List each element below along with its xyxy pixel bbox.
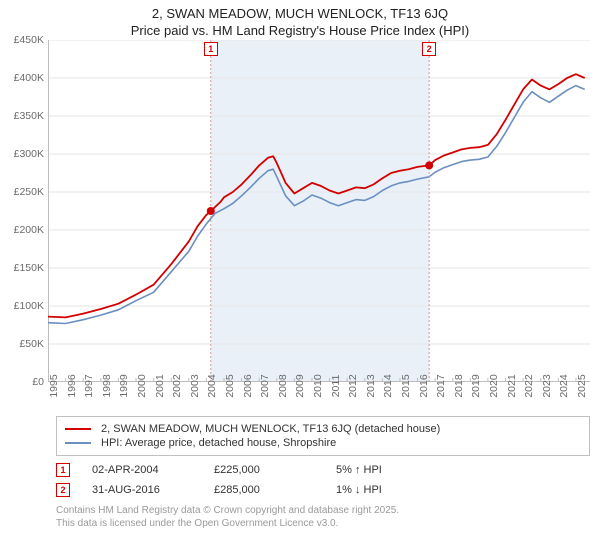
footnote: Contains HM Land Registry data © Crown c… bbox=[56, 504, 590, 530]
x-tick-label: 2019 bbox=[470, 374, 482, 397]
x-tick-label: 2011 bbox=[330, 375, 342, 398]
legend-row: 2, SWAN MEADOW, MUCH WENLOCK, TF13 6JQ (… bbox=[65, 422, 581, 436]
transaction-date: 02-APR-2004 bbox=[92, 464, 192, 476]
legend-label-property: 2, SWAN MEADOW, MUCH WENLOCK, TF13 6JQ (… bbox=[101, 423, 440, 435]
chart-area: £0£50K£100K£150K£200K£250K£300K£350K£400… bbox=[48, 40, 590, 410]
legend: 2, SWAN MEADOW, MUCH WENLOCK, TF13 6JQ (… bbox=[56, 416, 590, 456]
x-tick-label: 2001 bbox=[154, 374, 166, 397]
y-tick-label: £100K bbox=[14, 300, 44, 312]
x-tick-label: 2006 bbox=[242, 374, 254, 397]
transaction-price: £225,000 bbox=[214, 464, 314, 476]
transaction-row: 2 31-AUG-2016 £285,000 1% ↓ HPI bbox=[56, 480, 590, 500]
x-tick-label: 2024 bbox=[558, 374, 570, 397]
x-axis-labels: 1995199619971998199920002001200220032004… bbox=[48, 382, 590, 410]
x-tick-label: 2020 bbox=[488, 374, 500, 397]
y-tick-label: £350K bbox=[14, 110, 44, 122]
x-tick-label: 2005 bbox=[224, 374, 236, 397]
y-axis-labels: £0£50K£100K£150K£200K£250K£300K£350K£400… bbox=[0, 40, 46, 382]
legend-row: HPI: Average price, detached house, Shro… bbox=[65, 436, 581, 450]
chart-marker-2: 2 bbox=[422, 42, 436, 56]
footnote-line-2: This data is licensed under the Open Gov… bbox=[56, 517, 590, 530]
y-tick-label: £200K bbox=[14, 224, 44, 236]
transaction-date: 31-AUG-2016 bbox=[92, 484, 192, 496]
x-tick-label: 2010 bbox=[312, 374, 324, 397]
transaction-rows: 1 02-APR-2004 £225,000 5% ↑ HPI 2 31-AUG… bbox=[56, 460, 590, 500]
x-tick-label: 2009 bbox=[294, 374, 306, 397]
chart-marker-1: 1 bbox=[204, 42, 218, 56]
y-tick-label: £300K bbox=[14, 148, 44, 160]
transaction-row: 1 02-APR-2004 £225,000 5% ↑ HPI bbox=[56, 460, 590, 480]
x-tick-label: 2013 bbox=[365, 374, 377, 397]
plot-svg bbox=[48, 40, 590, 382]
x-tick-label: 2017 bbox=[435, 374, 447, 397]
footnote-line-1: Contains HM Land Registry data © Crown c… bbox=[56, 504, 590, 517]
transaction-hpi: 5% ↑ HPI bbox=[336, 464, 456, 476]
x-tick-label: 1995 bbox=[48, 374, 60, 397]
y-tick-label: £250K bbox=[14, 186, 44, 198]
x-tick-label: 2000 bbox=[136, 374, 148, 397]
x-tick-label: 2002 bbox=[171, 374, 183, 397]
x-tick-label: 2012 bbox=[347, 374, 359, 397]
transaction-marker-2: 2 bbox=[56, 483, 70, 497]
x-tick-label: 2018 bbox=[453, 374, 465, 397]
x-tick-label: 1997 bbox=[83, 374, 95, 397]
title-line-2: Price paid vs. HM Land Registry's House … bbox=[0, 23, 600, 38]
title-line-1: 2, SWAN MEADOW, MUCH WENLOCK, TF13 6JQ bbox=[0, 6, 600, 21]
transaction-marker-1: 1 bbox=[56, 463, 70, 477]
x-tick-label: 2015 bbox=[400, 374, 412, 397]
legend-swatch-hpi bbox=[65, 442, 91, 444]
y-tick-label: £50K bbox=[19, 338, 44, 350]
x-tick-label: 1998 bbox=[101, 374, 113, 397]
y-tick-label: £450K bbox=[14, 34, 44, 46]
x-tick-label: 1999 bbox=[118, 374, 130, 397]
x-tick-label: 2014 bbox=[382, 374, 394, 397]
transaction-price: £285,000 bbox=[214, 484, 314, 496]
y-tick-label: £150K bbox=[14, 262, 44, 274]
x-tick-label: 1996 bbox=[66, 374, 78, 397]
x-tick-label: 2007 bbox=[259, 374, 271, 397]
legend-label-hpi: HPI: Average price, detached house, Shro… bbox=[101, 437, 336, 449]
x-tick-label: 2021 bbox=[506, 374, 518, 397]
x-tick-label: 2025 bbox=[576, 374, 588, 397]
x-tick-label: 2022 bbox=[523, 374, 535, 397]
legend-swatch-property bbox=[65, 428, 91, 430]
x-tick-label: 2023 bbox=[541, 374, 553, 397]
transaction-hpi: 1% ↓ HPI bbox=[336, 484, 456, 496]
x-tick-label: 2003 bbox=[189, 374, 201, 397]
x-tick-label: 2016 bbox=[418, 374, 430, 397]
y-tick-label: £0 bbox=[32, 376, 44, 388]
y-tick-label: £400K bbox=[14, 72, 44, 84]
plot-region: 12 bbox=[48, 40, 590, 382]
x-tick-label: 2004 bbox=[206, 374, 218, 397]
chart-title: 2, SWAN MEADOW, MUCH WENLOCK, TF13 6JQ P… bbox=[0, 0, 600, 40]
x-tick-label: 2008 bbox=[277, 374, 289, 397]
